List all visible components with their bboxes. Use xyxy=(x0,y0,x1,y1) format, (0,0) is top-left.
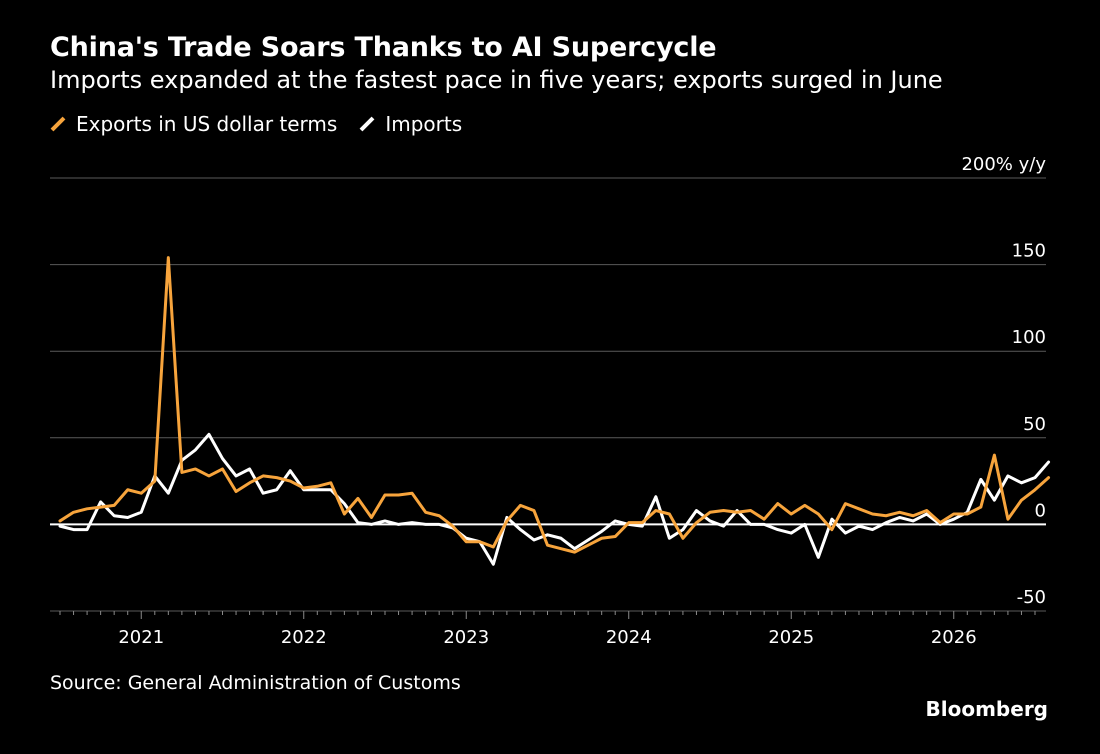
chart-subtitle: Imports expanded at the fastest pace in … xyxy=(50,66,943,94)
legend: Exports in US dollar terms Imports xyxy=(50,112,484,136)
legend-item-imports: Imports xyxy=(359,112,462,136)
series-line-exports xyxy=(58,256,1051,554)
xtick-label-2024: 2024 xyxy=(606,627,652,648)
xtick-label-2022: 2022 xyxy=(281,627,327,648)
xtick-label-2021: 2021 xyxy=(118,627,164,648)
brand-logo: Bloomberg xyxy=(925,697,1048,721)
ytick-label-50: 50 xyxy=(1023,414,1046,435)
xtick-label-2023: 2023 xyxy=(443,627,489,648)
ytick-label-neg50: -50 xyxy=(1017,587,1046,608)
legend-label-imports: Imports xyxy=(385,112,463,136)
legend-swatch-imports-icon xyxy=(359,116,375,132)
legend-label-exports: Exports in US dollar terms xyxy=(76,112,338,136)
ytick-label-0: 0 xyxy=(1035,500,1046,521)
source-note: Source: General Administration of Custom… xyxy=(50,672,461,694)
chart-title: China's Trade Soars Thanks to AI Supercy… xyxy=(50,32,717,63)
ytick-label-150: 150 xyxy=(1012,241,1046,262)
legend-swatch-exports-icon xyxy=(50,116,66,132)
series-line-imports xyxy=(58,432,1051,566)
ytick-label-200: 200% y/y xyxy=(961,154,1046,175)
xtick-label-2026: 2026 xyxy=(931,627,977,648)
legend-item-exports: Exports in US dollar terms xyxy=(50,112,337,136)
xtick-label-2025: 2025 xyxy=(768,627,814,648)
ytick-label-100: 100 xyxy=(1012,327,1046,348)
